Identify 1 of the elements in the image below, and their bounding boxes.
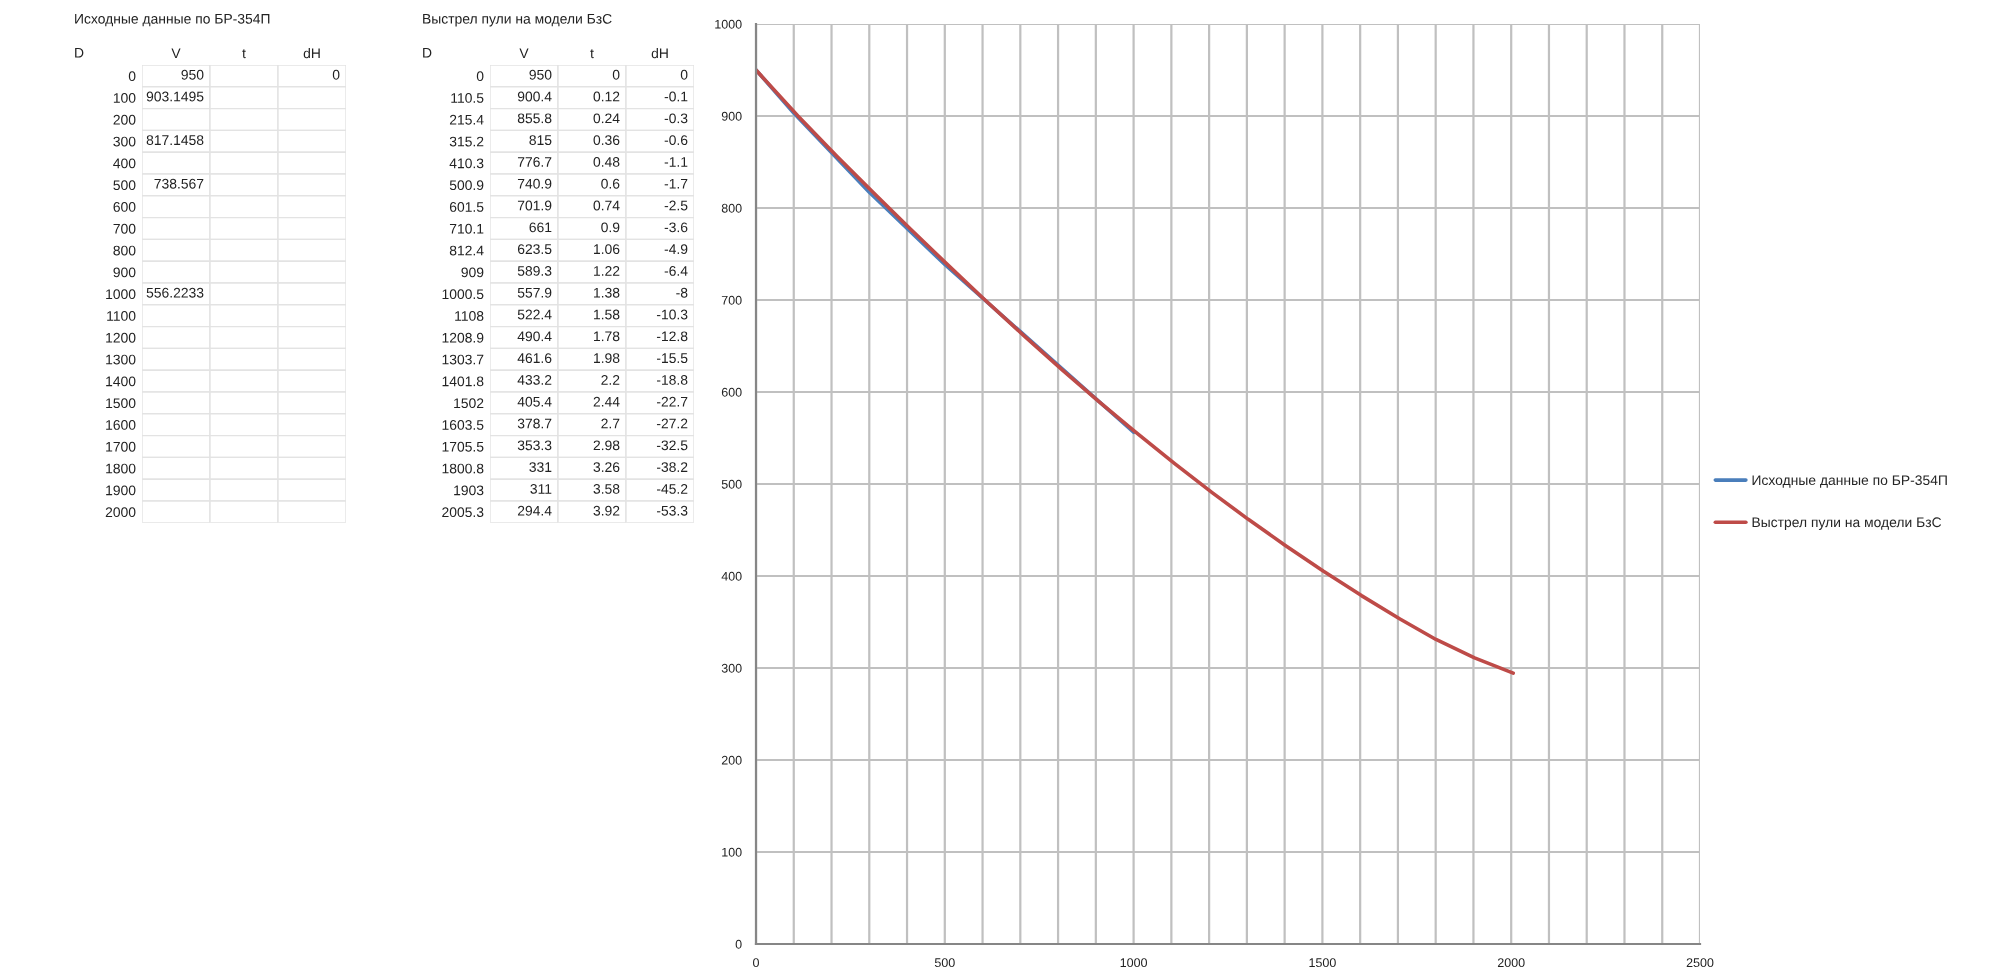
line-series [756, 68, 1516, 675]
